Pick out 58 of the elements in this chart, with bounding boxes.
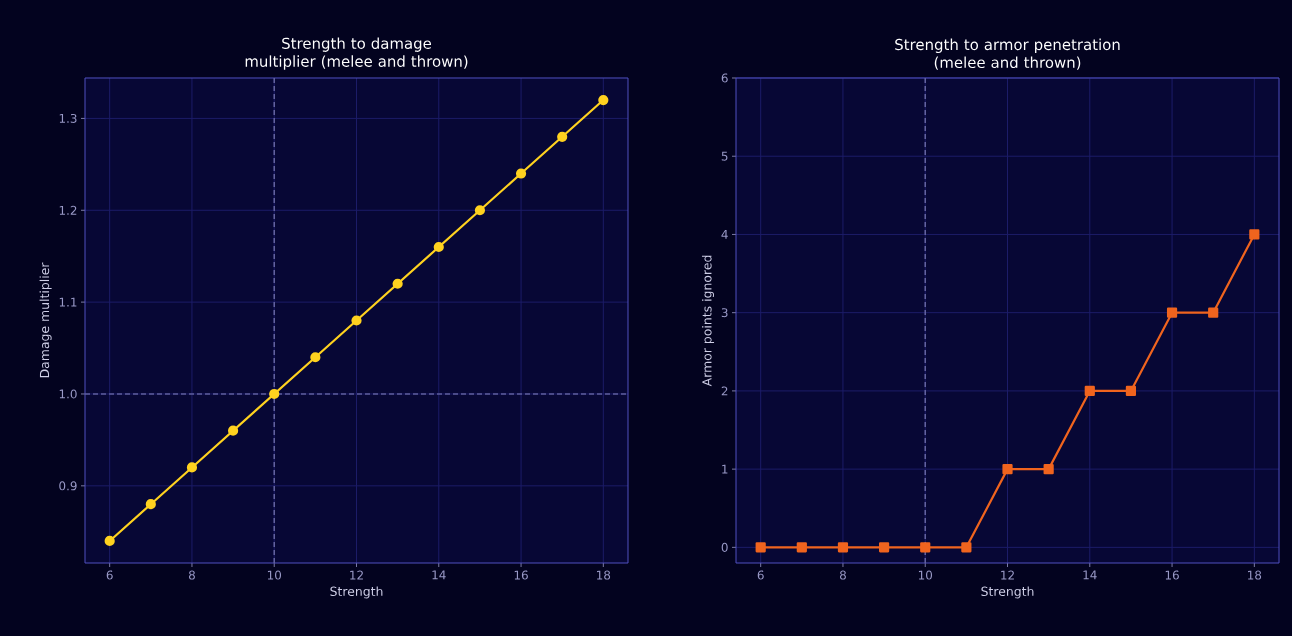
- point: [1208, 307, 1219, 318]
- x-tick-label: 10: [918, 570, 933, 580]
- point: [351, 315, 362, 326]
- point: [186, 462, 198, 473]
- point: [1002, 464, 1013, 475]
- point: [1249, 229, 1260, 240]
- point: [392, 278, 403, 289]
- point: [227, 425, 239, 436]
- x-tick-label: 14: [432, 570, 446, 580]
- point: [755, 542, 766, 553]
- point: [1166, 307, 1178, 318]
- x-tick-label: 14: [1083, 570, 1097, 580]
- x-tick-label: 10: [267, 570, 282, 580]
- point: [557, 131, 568, 142]
- y-tick-label: 1.3: [59, 113, 77, 123]
- chart-title: Strength to armor penetration (melee and thrown): [895, 38, 1120, 70]
- point: [433, 241, 444, 253]
- y-tick-label: 1.2: [59, 205, 77, 215]
- point: [879, 542, 890, 553]
- chart-title: Strength to damage multiplier (melee and thrown): [245, 37, 468, 70]
- x-tick-label: 12: [1001, 570, 1014, 580]
- y-tick-label: 2: [721, 386, 728, 396]
- point: [269, 388, 280, 400]
- x-tick-label: 16: [1165, 570, 1179, 580]
- point: [515, 168, 527, 179]
- y-axis-title: Damage multiplier: [39, 262, 52, 378]
- y-tick-label: 6: [721, 73, 728, 83]
- y-tick-label: 1: [722, 464, 728, 474]
- point: [796, 542, 807, 553]
- y-tick-label: 4: [721, 230, 728, 239]
- point: [1125, 385, 1137, 396]
- point: [145, 499, 156, 510]
- point: [961, 542, 972, 553]
- point: [920, 542, 931, 553]
- y-tick-label: 0.9: [59, 481, 77, 491]
- x-tick-label: 6: [757, 570, 764, 580]
- x-tick-label: 18: [597, 570, 611, 580]
- point: [598, 94, 609, 106]
- x-tick-label: 12: [350, 570, 363, 580]
- x-tick-label: 6: [106, 570, 113, 580]
- y-axis-title: Armor points ignored: [701, 255, 715, 387]
- y-tick-label: 1.1: [59, 297, 77, 307]
- point: [474, 205, 486, 216]
- x-tick-label: 16: [514, 570, 528, 580]
- point: [310, 352, 321, 363]
- point: [837, 542, 849, 553]
- point: [104, 535, 115, 547]
- x-axis-title: Strength: [981, 586, 1034, 599]
- point: [1084, 385, 1095, 396]
- y-tick-label: 0: [721, 542, 728, 552]
- x-tick-label: 8: [839, 570, 846, 580]
- point: [1043, 464, 1054, 475]
- x-tick-label: 8: [188, 570, 195, 580]
- y-tick-label: 1.0: [59, 389, 77, 399]
- x-tick-label: 18: [1248, 570, 1262, 580]
- y-tick-label: 5: [721, 151, 728, 161]
- y-tick-label: 3: [721, 308, 728, 318]
- x-axis-title: Strength: [330, 586, 383, 599]
